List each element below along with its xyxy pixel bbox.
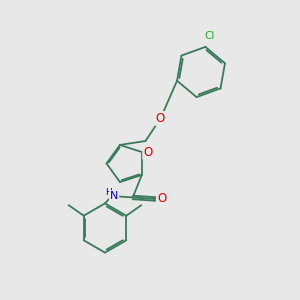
Text: O: O <box>156 112 165 125</box>
Text: O: O <box>157 193 167 206</box>
Text: N: N <box>110 191 118 201</box>
Text: O: O <box>143 146 152 158</box>
Text: H: H <box>105 188 112 197</box>
Text: Cl: Cl <box>205 32 215 41</box>
